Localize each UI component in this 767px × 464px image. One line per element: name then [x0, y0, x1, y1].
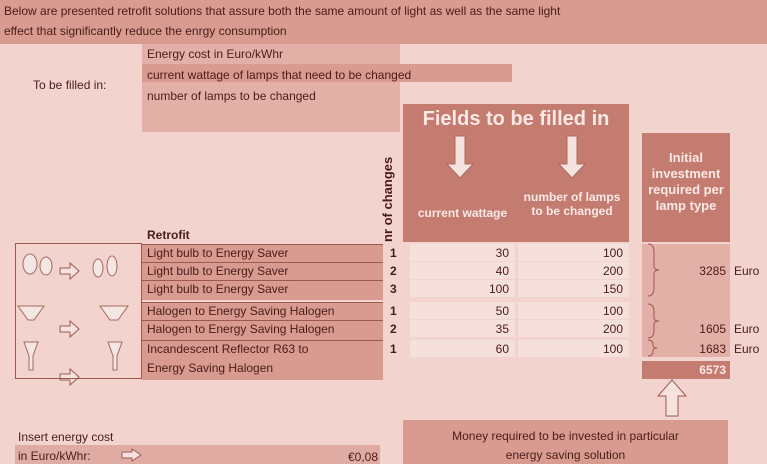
retrofit-name: Light bulb to Energy Saver: [147, 246, 288, 260]
wattage-cell[interactable]: 100: [410, 280, 515, 297]
energy-value[interactable]: €0,08: [280, 450, 378, 464]
table-border: [15, 243, 142, 379]
energy-label: in Euro/kWhr:: [18, 449, 91, 463]
input-item: current wattage of lamps that need to be…: [147, 68, 411, 82]
changes: 1: [390, 342, 397, 356]
retrofit-name: Energy Saving Halogen: [147, 361, 273, 375]
investment-unit: Euro: [734, 342, 759, 356]
footer-line: energy saving solution: [403, 448, 728, 462]
lamps-cell[interactable]: 100: [518, 244, 629, 261]
lamps-cell[interactable]: 150: [518, 280, 629, 297]
changes: 3: [390, 282, 397, 296]
changes: 2: [390, 322, 397, 336]
energy-arrow: [120, 448, 144, 462]
wattage-cell[interactable]: 60: [410, 340, 515, 357]
spreadsheet: Below are presented retrofit solutions t…: [0, 0, 767, 464]
lamps-cell[interactable]: 200: [518, 320, 629, 337]
header-line: Below are presented retrofit solutions t…: [4, 4, 560, 18]
retrofit-name: Halogen to Energy Saving Halogen: [147, 304, 334, 318]
col-header: current wattage: [410, 206, 515, 220]
footer-line: Money required to be invested in particu…: [403, 429, 728, 443]
col-header: number of lamps to be changed: [518, 190, 626, 218]
investment-header: Initial investment required per lamp typ…: [645, 150, 727, 214]
investment-unit: Euro: [734, 264, 759, 278]
input-item: Energy cost in Euro/kWhr: [147, 47, 283, 61]
retrofit-name: Incandescent Reflector R63 to: [147, 342, 308, 356]
header-line: effect that significantly reduce the enr…: [4, 24, 287, 38]
changes-header: nr of changes: [380, 157, 395, 242]
retrofit-name: Light bulb to Energy Saver: [147, 282, 288, 296]
input-label: To be filled in:: [33, 78, 106, 92]
lamps-cell[interactable]: 200: [518, 262, 629, 279]
investment: 3285: [642, 264, 726, 278]
changes: 2: [390, 264, 397, 278]
wattage-cell[interactable]: 40: [410, 262, 515, 279]
wattage-cell[interactable]: 35: [410, 320, 515, 337]
energy-label: Insert energy cost: [18, 430, 113, 444]
changes: 1: [390, 246, 397, 260]
investment: 1605: [642, 322, 726, 336]
arrows: [403, 134, 629, 180]
fields-title: Fields to be filled in: [403, 108, 629, 131]
lamps-cell[interactable]: 100: [518, 302, 629, 319]
investment-unit: Euro: [734, 322, 759, 336]
retrofit-name: Light bulb to Energy Saver: [147, 264, 288, 278]
lamps-cell[interactable]: 100: [518, 340, 629, 357]
retrofit-name: Halogen to Energy Saving Halogen: [147, 322, 334, 336]
changes: 1: [390, 304, 397, 318]
wattage-cell[interactable]: 30: [410, 244, 515, 261]
investment: 1683: [642, 342, 726, 356]
input-item: number of lamps to be changed: [147, 89, 316, 103]
wattage-cell[interactable]: 50: [410, 302, 515, 319]
